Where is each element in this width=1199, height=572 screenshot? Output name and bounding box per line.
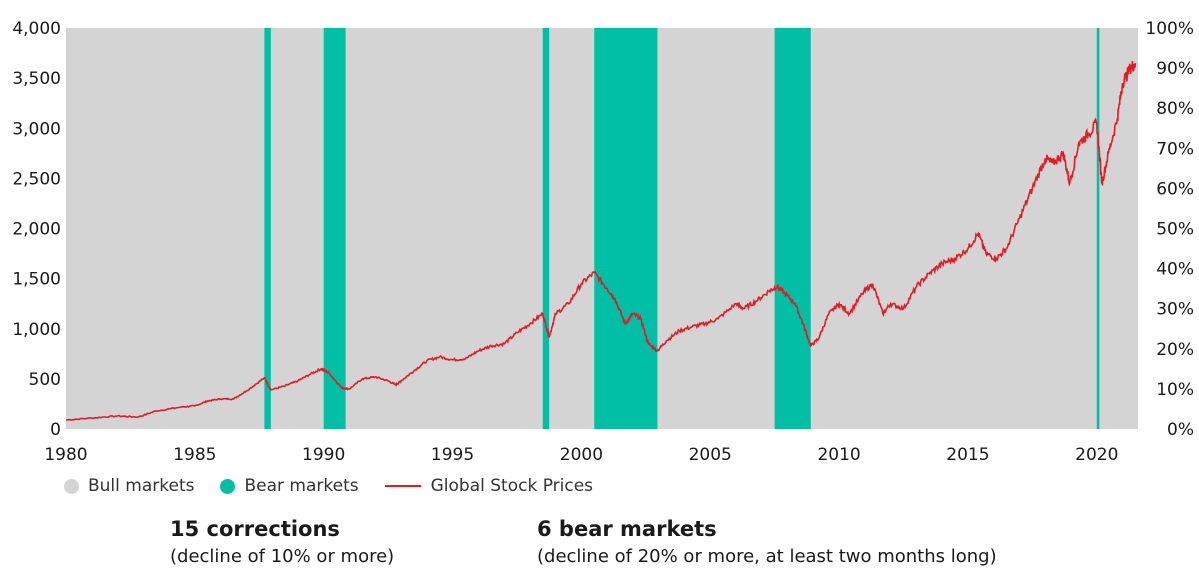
right-y-tick: 30% [1156, 300, 1194, 320]
left-y-tick: 3,000 [12, 119, 61, 139]
bear-market-band-3 [542, 28, 550, 429]
left-y-tick: 4,000 [12, 19, 61, 39]
legend-item-bear: Bear markets [220, 476, 359, 496]
right-y-tick: 50% [1156, 220, 1194, 240]
left-y-axis-ticks: 0 500 1,000 1,500 2,000 2,500 3,000 3,500 4,000 [12, 19, 61, 440]
x-tick: 1980 [44, 445, 87, 465]
left-y-tick: 1,000 [12, 320, 61, 340]
stock-price-line-swatch [384, 485, 421, 487]
legend-label-line: Global Stock Prices [430, 476, 594, 496]
legend-item-bull: Bull markets [64, 476, 194, 496]
stock-chart: 05001,0001,5002,0002,5003,0003,5004,000 … [12, 19, 1194, 465]
x-tick: 1985 [173, 445, 216, 465]
right-y-tick: 90% [1156, 59, 1194, 79]
right-y-tick: 80% [1156, 99, 1194, 119]
global-stock-prices-line [65, 61, 1137, 421]
x-tick: 1990 [302, 445, 345, 465]
bear-markets-title: 6 bear markets [537, 517, 717, 541]
right-y-tick: 0% [1167, 420, 1194, 440]
x-tick: 2020 [1075, 445, 1118, 465]
right-y-tick: 40% [1156, 260, 1194, 280]
bear-markets-subtitle: (decline of 20% or more, at least two mo… [537, 546, 997, 567]
right-y-axis-ticks: 0% 10% 20% 30% 40% 50% 60% 70% 80% 90% 100% [1145, 19, 1194, 440]
bear-markets-summary: 6 bear markets (decline of 20% or more, … [537, 516, 997, 570]
x-tick: 2005 [689, 445, 732, 465]
x-tick: 2015 [946, 445, 989, 465]
legend-label-bull: Bull markets [88, 476, 195, 496]
left-y-tick: 0 [50, 420, 61, 440]
bear-market-band-2 [323, 28, 346, 429]
x-tick: 2010 [817, 445, 860, 465]
legend: Bull markets Bear markets Global Stock P… [64, 476, 619, 496]
bear-market-bands [264, 28, 1100, 429]
left-y-tick: 3,500 [12, 69, 61, 89]
bull-market-swatch [64, 478, 79, 494]
left-y-tick: 500 [29, 370, 61, 390]
right-y-tick: 60% [1156, 179, 1194, 199]
bear-market-swatch [220, 478, 236, 494]
bear-market-band-4 [594, 28, 658, 429]
corrections-title: 15 corrections [170, 517, 340, 541]
x-tick: 2000 [560, 445, 603, 465]
x-tick: 1995 [431, 445, 474, 465]
corrections-summary: 15 corrections (decline of 10% or more) [170, 516, 394, 570]
legend-item-line: Global Stock Prices [384, 476, 594, 496]
right-y-tick: 20% [1156, 340, 1194, 360]
corrections-subtitle: (decline of 10% or more) [170, 546, 395, 567]
right-y-tick: 100% [1145, 19, 1194, 39]
right-y-tick: 70% [1156, 139, 1194, 159]
left-y-tick: 2,500 [12, 169, 61, 189]
left-y-tick: 2,000 [12, 220, 61, 240]
x-axis-ticks: 1980 1985 1990 1995 2000 2005 2010 2015 2020 [44, 445, 1118, 465]
bear-market-band-6 [1096, 28, 1100, 429]
left-y-tick: 1,500 [12, 270, 61, 290]
legend-label-bear: Bear markets [244, 476, 359, 496]
bear-market-band-5 [774, 28, 811, 429]
bear-market-band-1 [264, 28, 271, 429]
right-y-tick: 10% [1156, 380, 1194, 400]
